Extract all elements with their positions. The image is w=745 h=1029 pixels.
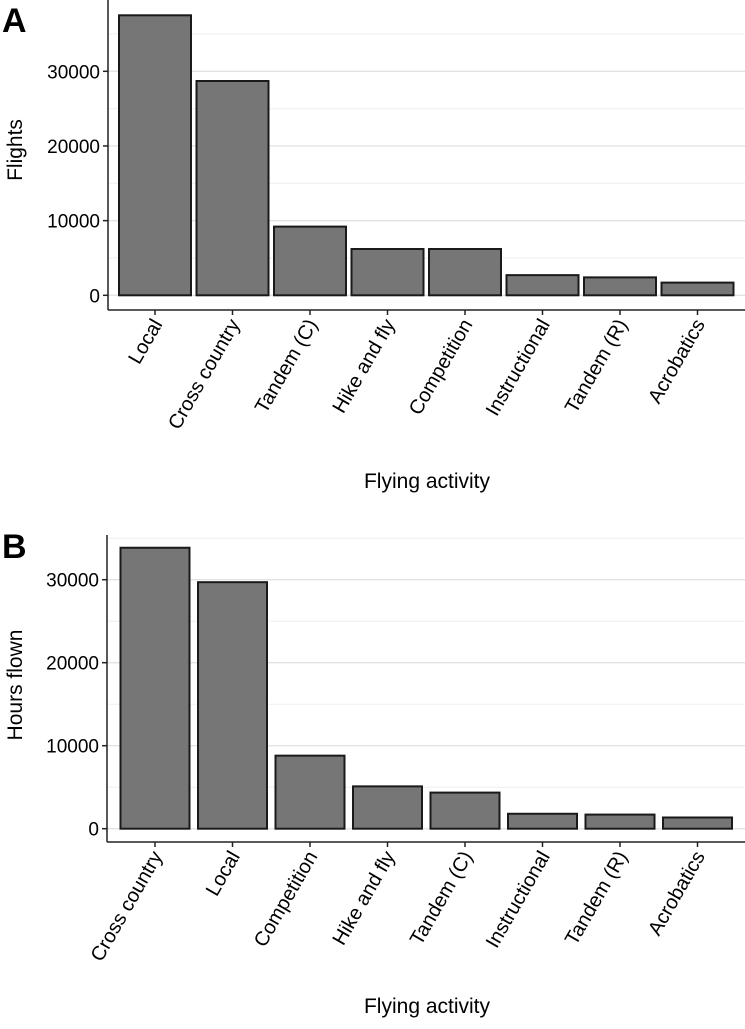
panel-a-x-tick-label: Acrobatics xyxy=(644,316,710,408)
panel-a-y-axis-title: Flights xyxy=(4,119,27,181)
panel-a-bar-instructional xyxy=(505,274,580,297)
panel-b-y-axis-title: Hours flown xyxy=(4,630,27,741)
panel-b-bar-tandem-c xyxy=(429,791,501,830)
panel-a-y-tick-label: 0 xyxy=(89,286,100,307)
panel-b-x-tick-label: Acrobatics xyxy=(644,848,710,940)
panel-a-bar-acrobatics xyxy=(660,281,735,297)
panel-b-x-tick-label: Instructional xyxy=(482,848,555,952)
panel-a-bar-competition xyxy=(428,248,502,297)
panel-b-y-tick-label: 20000 xyxy=(46,654,99,675)
panel-a-bar-local xyxy=(118,14,192,297)
panel-a-bar-tandem-c xyxy=(273,225,347,297)
panel-a-x-tick-label: Instructional xyxy=(482,316,555,420)
panel-b-y-tick-label: 30000 xyxy=(46,571,99,592)
panel-b-bar-cross-country xyxy=(119,546,191,830)
panel-b-y-tick-label: 10000 xyxy=(46,737,99,758)
panel-a-x-tick-label: Local xyxy=(124,316,167,368)
panel-b-bar-instructional xyxy=(507,812,578,830)
panel-b-x-tick-label: Cross country xyxy=(87,848,168,966)
panel-a-x-tick-label: Hike and fly xyxy=(329,316,400,417)
panel-b-bar-tandem-r xyxy=(584,813,656,830)
panel-a-x-tick-label: Tandem (R) xyxy=(561,316,632,417)
panel-b-x-tick-label: Local xyxy=(202,848,245,900)
panel-a-y-tick-label: 20000 xyxy=(47,137,100,158)
panel-a-y-tick-label: 30000 xyxy=(47,62,100,83)
panel-b-bar-local xyxy=(197,581,268,830)
panel-b-bar-acrobatics xyxy=(662,816,733,830)
panel-a-x-tick-label: Competition xyxy=(405,316,477,419)
panel-a-x-axis-title: Flying activity xyxy=(364,470,491,493)
panel-b-x-tick-label: Tandem (C) xyxy=(406,848,477,949)
panel-b-label: B xyxy=(2,528,27,566)
panel-a: A Flights Flying activity 0 10000 20000 300… xyxy=(2,0,745,493)
panel-b-x-axis-title: Flying activity xyxy=(364,995,491,1018)
panel-a-y-tick-label: 10000 xyxy=(47,212,100,233)
panel-b-y-tick-label: 0 xyxy=(88,820,99,841)
panel-b: B Hours flown Flying activity 0 10000 2000… xyxy=(2,528,745,1018)
panel-a-bar-hike-and-fly xyxy=(350,248,425,297)
panel-a-x-tick-label: Tandem (C) xyxy=(251,316,322,417)
panel-b-x-tick-label: Tandem (R) xyxy=(561,848,632,949)
panel-b-bar-competition xyxy=(274,754,346,830)
panel-b-bar-hike-and-fly xyxy=(352,785,423,830)
panel-a-bar-cross-country xyxy=(195,80,270,297)
panel-a-x-tick-label: Cross country xyxy=(164,316,245,434)
panel-b-x-tick-label: Hike and fly xyxy=(329,848,400,949)
panel-a-label: A xyxy=(2,2,27,40)
panel-a-bar-tandem-r xyxy=(583,276,657,297)
panel-b-x-tick-label: Competition xyxy=(250,848,322,951)
